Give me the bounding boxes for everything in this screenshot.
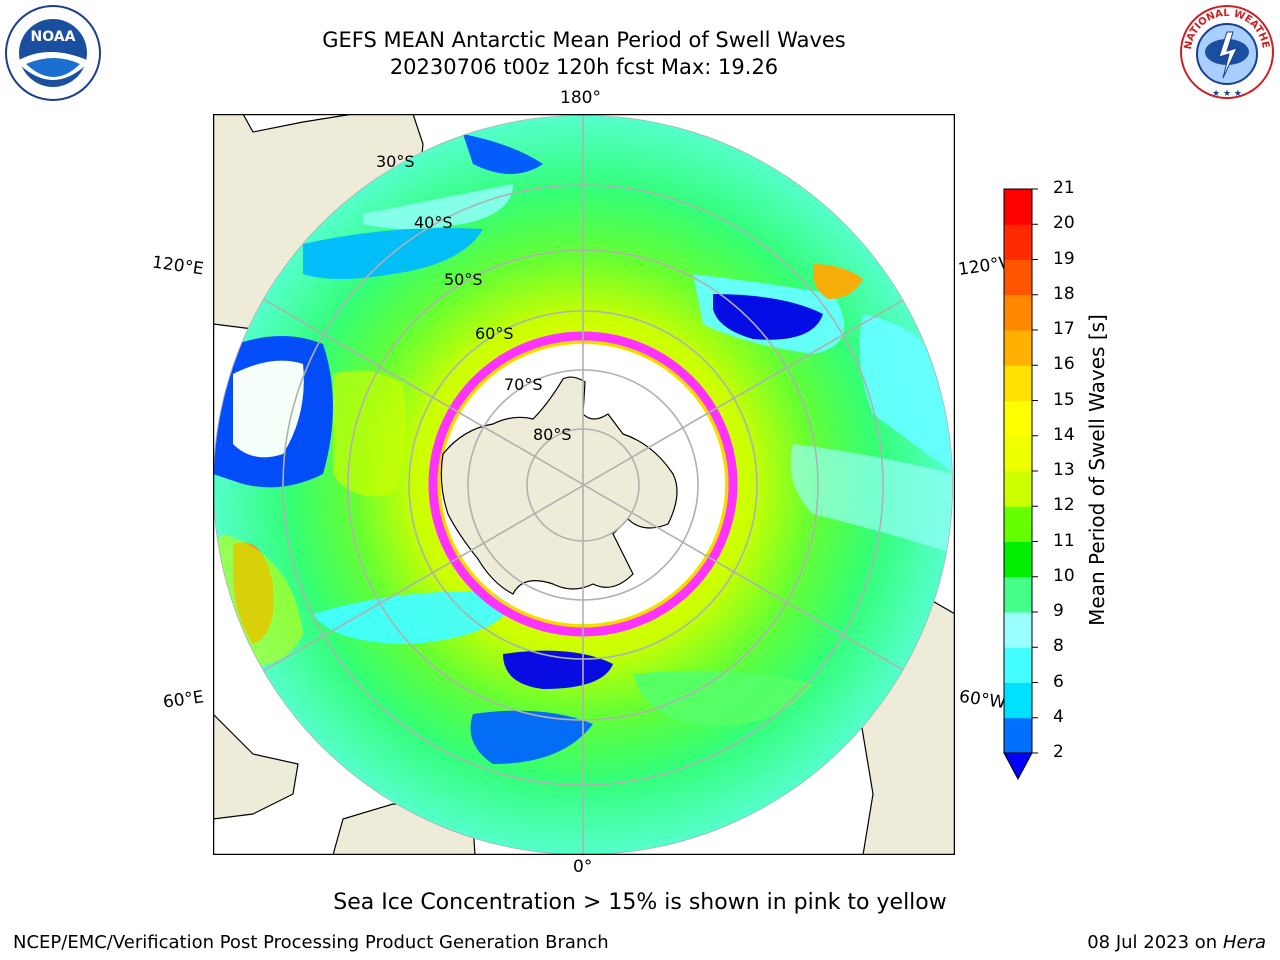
chart-title: GEFS MEAN Antarctic Mean Period of Swell… — [322, 28, 846, 52]
colorbar-segment — [1004, 400, 1032, 437]
lon-label-60e: 60°E — [161, 687, 206, 713]
colorbar-segment — [1004, 189, 1032, 225]
colorbar-segment — [1004, 541, 1032, 578]
footer-date-text: 08 Jul 2023 on — [1087, 932, 1218, 953]
nws-logo-icon: NATIONAL WEATHER SERVICE ★ ★ ★ — [1177, 2, 1274, 99]
lat-label-40s: 40°S — [414, 213, 453, 232]
colorbar-tick-label: 20 — [1053, 213, 1075, 234]
lon-label-120e: 120°E — [150, 252, 205, 280]
colorbar-tick-label: 12 — [1053, 495, 1075, 516]
colorbar-tick-label: 14 — [1053, 424, 1075, 445]
lon-label-0: 0° — [573, 857, 593, 877]
colorbar-segment — [1004, 576, 1032, 613]
colorbar-segment — [1004, 365, 1032, 401]
lat-label-30s: 30°S — [376, 152, 415, 171]
colorbar-tick-label: 16 — [1053, 354, 1075, 375]
footer-date: 08 Jul 2023 on Hera — [1087, 932, 1266, 953]
colorbar-segment — [1004, 506, 1032, 542]
colorbar-segment — [1004, 647, 1032, 683]
colorbar-tick-label: 13 — [1053, 460, 1075, 480]
map-frame — [213, 114, 955, 855]
longitude-lines — [213, 115, 953, 855]
lat-label-50s: 50°S — [444, 270, 483, 289]
colorbar-tick-label: 21 — [1053, 178, 1075, 198]
lat-label-60s: 60°S — [475, 324, 514, 343]
sea-ice-note: Sea Ice Concentration > 15% is shown in … — [333, 890, 947, 915]
colorbar-segment — [1004, 435, 1032, 472]
svg-text:★ ★ ★: ★ ★ ★ — [1212, 89, 1242, 99]
noaa-logo-icon: NOAA — [5, 5, 101, 101]
antarctic-swell-map — [213, 114, 955, 855]
colorbar-label: Mean Period of Swell Waves [s] — [1085, 314, 1109, 626]
colorbar-segment — [1004, 471, 1032, 507]
colorbar-tick-label: 8 — [1053, 636, 1064, 657]
colorbar — [1003, 188, 1038, 781]
colorbar-tick-label: 15 — [1053, 389, 1075, 410]
footer-credit: NCEP/EMC/Verification Post Processing Pr… — [13, 932, 609, 953]
colorbar-tick-label: 18 — [1053, 283, 1075, 304]
colorbar-tick-label: 6 — [1053, 671, 1064, 692]
colorbar-tick-label: 11 — [1053, 530, 1075, 551]
colorbar-under-triangle — [1003, 752, 1033, 781]
lon-label-180: 180° — [560, 88, 601, 108]
colorbar-tick-label: 10 — [1053, 565, 1075, 586]
colorbar-segment — [1004, 330, 1032, 366]
colorbar-segment — [1004, 259, 1032, 296]
lat-label-80s: 80°S — [533, 425, 572, 444]
colorbar-tick-label: 19 — [1053, 248, 1075, 269]
colorbar-segment — [1004, 294, 1032, 331]
colorbar-tick-label: 2 — [1053, 742, 1064, 762]
colorbar-tick-label: 17 — [1053, 319, 1075, 339]
colorbar-segment — [1004, 682, 1032, 719]
lat-label-70s: 70°S — [504, 375, 543, 394]
swell-patches — [213, 134, 953, 764]
colorbar-tick-label: 4 — [1053, 706, 1064, 727]
colorbar-segment — [1004, 717, 1032, 754]
svg-text:NOAA: NOAA — [31, 29, 76, 45]
colorbar-tick-label: 9 — [1053, 601, 1064, 621]
footer-host: Hera — [1222, 932, 1266, 953]
colorbar-segment — [1004, 224, 1032, 260]
colorbar-segment — [1004, 612, 1032, 648]
chart-subtitle: 20230706 t00z 120h fcst Max: 19.26 — [389, 55, 779, 79]
